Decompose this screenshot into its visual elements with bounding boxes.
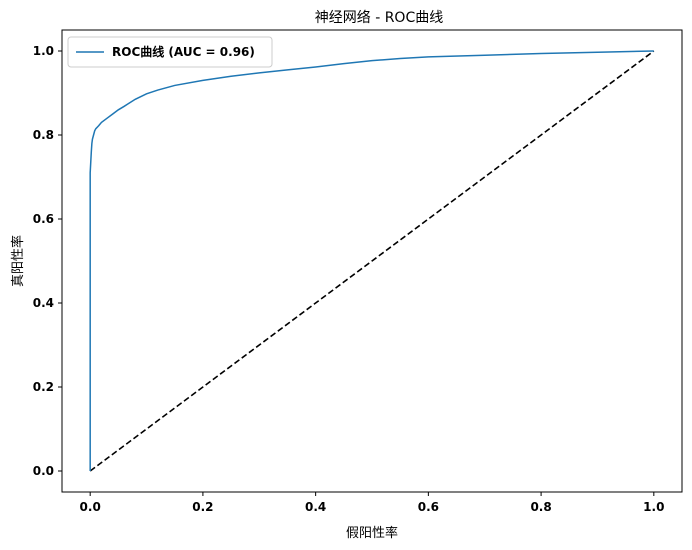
y-tick-label: 0.4 <box>33 296 54 310</box>
legend-label-roc: ROC曲线 (AUC = 0.96) <box>112 44 255 59</box>
diagonal-reference-line <box>89 50 655 472</box>
x-tick-label: 0.4 <box>305 500 326 514</box>
plot-frame <box>61 29 683 493</box>
legend-box <box>67 36 273 68</box>
y-tick-label: 0.2 <box>33 380 54 394</box>
chart-title: 神经网络 - ROC曲线 <box>315 10 443 26</box>
x-axis-label: 假阳性率 <box>346 525 398 541</box>
y-tick-label: 0.0 <box>33 464 54 478</box>
roc-curve-line <box>89 50 654 471</box>
x-tick-label: 0.6 <box>418 500 439 514</box>
y-tick-label: 0.8 <box>33 128 54 142</box>
x-tick-label: 0.0 <box>80 500 101 514</box>
x-tick-label: 1.0 <box>643 500 664 514</box>
y-tick-label: 1.0 <box>33 44 54 58</box>
y-axis-label: 真阳性率 <box>10 235 26 287</box>
series-layer <box>89 50 655 472</box>
y-axis-ticks: 0.0 0.2 0.4 0.6 0.8 1.0 <box>33 44 62 478</box>
x-tick-label: 0.8 <box>530 500 551 514</box>
x-axis-ticks: 0.0 0.2 0.4 0.6 0.8 1.0 <box>80 492 664 514</box>
y-tick-label: 0.6 <box>33 212 54 226</box>
legend: ROC曲线 (AUC = 0.96) <box>67 36 273 68</box>
x-tick-label: 0.2 <box>192 500 213 514</box>
